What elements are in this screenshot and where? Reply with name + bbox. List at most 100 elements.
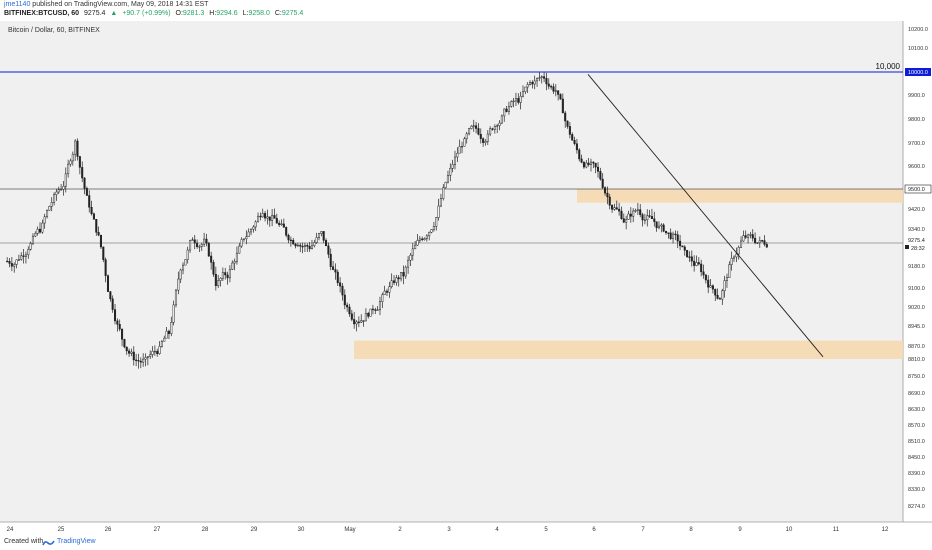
candle-body: [184, 259, 187, 266]
open-value: 9281.3: [182, 10, 205, 17]
candle-body: [737, 247, 740, 255]
candle-body: [385, 290, 389, 293]
candle-body: [353, 319, 356, 325]
candle-body: [315, 237, 318, 243]
candle-body: [299, 244, 302, 247]
author-link[interactable]: jme1140: [4, 1, 31, 8]
annotation-10000-label: 10,000: [876, 62, 901, 71]
candle-body: [655, 221, 658, 229]
candle-body: [357, 321, 360, 323]
candle-body: [521, 91, 525, 97]
price-tick-label: 9900.0: [908, 93, 925, 99]
candle-body: [660, 224, 663, 227]
symbol-name[interactable]: BITFINEX:BTCUSD, 60: [4, 10, 80, 17]
candle-body: [491, 128, 494, 130]
candle-body: [242, 238, 246, 240]
candle-body: [735, 253, 738, 258]
candle-body: [81, 167, 84, 179]
candle-body: [339, 282, 342, 287]
candle-body: [114, 309, 117, 322]
candle-body: [310, 245, 313, 250]
price-tick-label: 9420.0: [908, 207, 925, 213]
time-tick-label: 27: [154, 527, 161, 533]
candle-body: [62, 185, 65, 190]
candle-body: [578, 149, 581, 160]
candle-body: [505, 108, 508, 112]
candle-body: [106, 275, 110, 292]
candle-body: [235, 252, 238, 262]
candle-body: [681, 245, 684, 248]
time-tick-label: 30: [298, 527, 305, 533]
created-with-text: Created with: [4, 538, 44, 545]
candle-body: [53, 194, 56, 203]
candle-body: [493, 126, 496, 130]
candle-body: [442, 187, 445, 199]
price-tick-label: 8274.0: [908, 504, 925, 510]
last-price: 9275.4: [84, 10, 106, 17]
candle-body: [606, 192, 609, 198]
candle-body: [510, 101, 513, 107]
candle-body: [196, 242, 199, 247]
candle-body: [393, 280, 396, 283]
candle-body: [378, 301, 381, 311]
price-tick-label: 8450.0: [908, 455, 925, 461]
candle-body: [472, 125, 475, 127]
candle-body: [341, 285, 344, 296]
candle-body: [723, 280, 726, 291]
time-tick-label: 9: [738, 527, 742, 533]
candle-body: [620, 210, 623, 219]
candle-body: [582, 162, 585, 168]
time-tick-label: 5: [544, 527, 548, 533]
candle-body: [611, 205, 614, 210]
price-tick-label: 10200.0: [908, 27, 928, 33]
candle-body: [313, 242, 316, 247]
candle-body: [280, 223, 283, 225]
trend-line: [587, 74, 824, 358]
candle-body: [292, 239, 295, 245]
candle-body: [303, 244, 306, 247]
candle-body: [64, 173, 67, 187]
candle-body: [142, 358, 145, 363]
candle-body: [662, 224, 665, 232]
candle-body: [634, 210, 637, 212]
candle-body: [46, 210, 49, 218]
candle-body: [592, 161, 595, 164]
candle-body: [416, 240, 419, 246]
price-badge-10000: [905, 68, 931, 76]
candle-body: [374, 309, 377, 311]
candle-body: [116, 320, 119, 325]
candle-body: [749, 234, 752, 236]
candle-body: [15, 259, 18, 265]
candle-body: [484, 141, 487, 143]
candle-body: [407, 259, 410, 268]
candle-body: [88, 195, 91, 208]
candle-body: [17, 259, 20, 261]
candle-body: [50, 202, 53, 207]
candle-body: [6, 260, 9, 263]
publish-info: published on TradingView.com, May 09, 20…: [32, 1, 209, 8]
tradingview-brand-link[interactable]: TradingView: [57, 538, 96, 545]
candle-body: [536, 78, 539, 82]
candle-body: [231, 262, 234, 270]
candle-body: [512, 100, 515, 103]
candle-body: [557, 90, 560, 95]
candle-body: [604, 187, 607, 194]
candle-body: [334, 269, 337, 273]
candle-body: [709, 285, 712, 288]
candle-body: [109, 291, 112, 300]
candle-body: [704, 274, 707, 281]
price-tick-label: 8330.0: [908, 487, 925, 493]
candle-body: [482, 138, 485, 143]
candle-body: [177, 278, 180, 291]
candle-body: [718, 298, 721, 300]
candle-body: [695, 262, 698, 266]
candle-body: [458, 146, 461, 154]
candle-body: [519, 95, 522, 103]
candle-body: [149, 354, 152, 357]
candle-body: [763, 240, 766, 245]
candle-body: [740, 240, 743, 248]
candle-body: [686, 250, 689, 257]
candle-body: [259, 215, 262, 218]
price-tick-label: 9340.0: [908, 227, 925, 233]
